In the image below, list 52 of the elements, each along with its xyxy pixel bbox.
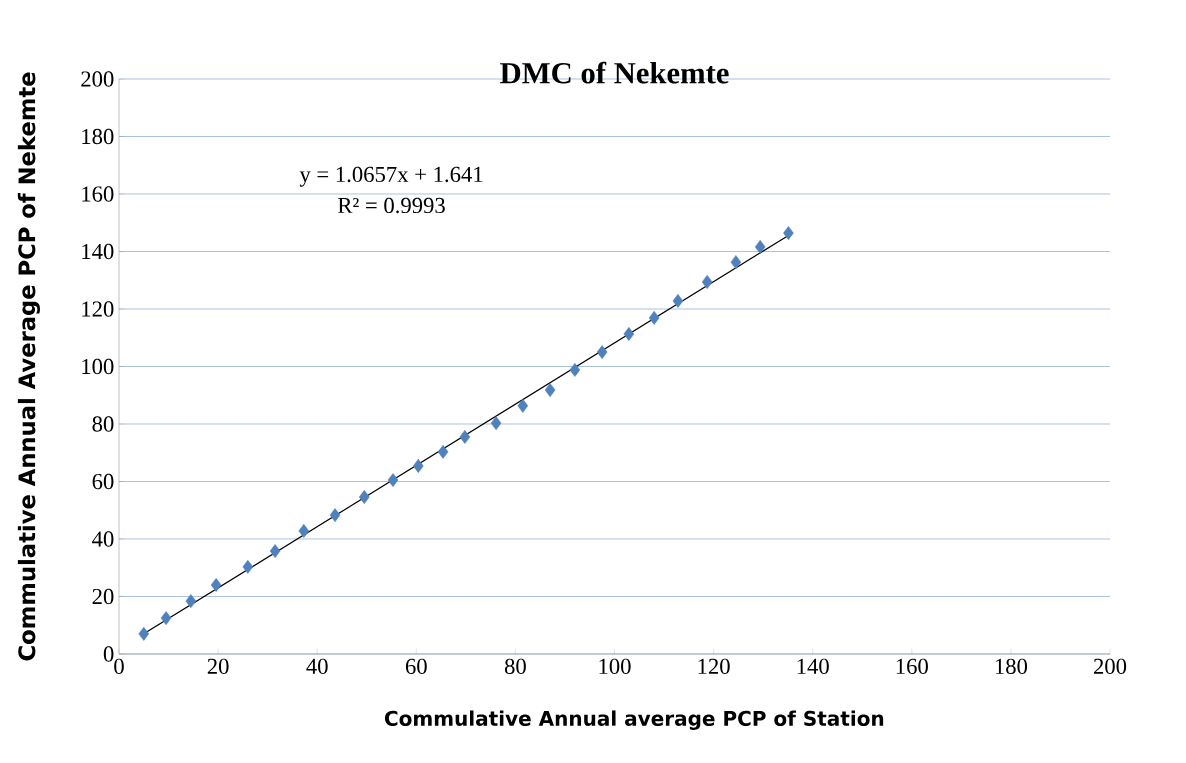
y-tick-label: 100 [82, 358, 114, 375]
x-tick-label: 80 [504, 658, 526, 674]
point [160, 611, 172, 625]
y-tick-label: 60 [92, 473, 114, 490]
point [269, 544, 281, 558]
x-tick-label: 120 [698, 658, 730, 674]
point [623, 327, 635, 341]
point [672, 294, 684, 308]
point [437, 444, 449, 459]
point [783, 226, 794, 241]
y-tick-label: 200 [81, 71, 114, 87]
y-tick-label: 120 [82, 301, 114, 317]
x-tick-label: 200 [1094, 658, 1127, 674]
point [490, 416, 502, 431]
point [544, 383, 556, 397]
point [459, 429, 471, 444]
y-tick-label: 180 [82, 128, 114, 145]
point [298, 524, 310, 538]
point [210, 578, 222, 592]
x-axis-title: Commulative Annual average PCP of Station [384, 710, 884, 730]
y-tick-label: 160 [82, 186, 114, 202]
x-tick-label: 100 [599, 658, 631, 674]
point [754, 239, 766, 254]
point [701, 275, 713, 289]
y-tick-label: 80 [92, 416, 114, 432]
point [138, 626, 150, 641]
x-tick-label: 160 [896, 658, 928, 674]
point [569, 363, 581, 377]
point [387, 473, 399, 487]
point [359, 490, 370, 504]
point [517, 398, 529, 413]
point [596, 345, 608, 360]
y-axis-title: Commulative Annual Average PCP of Nekemte [17, 72, 40, 661]
point [730, 255, 742, 270]
point [185, 594, 197, 609]
chart-title: DMC of Nekemte [500, 61, 729, 84]
point [242, 559, 254, 574]
y-tick-label: 0 [103, 646, 114, 662]
x-tick-label: 180 [995, 658, 1028, 674]
point [329, 508, 341, 523]
y-tick-label: 140 [82, 243, 114, 260]
y-tick-label: 40 [92, 531, 114, 547]
x-tick-label: 60 [405, 658, 427, 674]
annotation: y = 1.0657x + 1.641 [299, 166, 483, 187]
point [648, 310, 660, 325]
point [413, 459, 424, 473]
x-tick-label: 40 [306, 658, 328, 674]
x-tick-label: 0 [114, 658, 124, 674]
annotation: R² = 0.9993 [337, 197, 445, 214]
y-tick-label: 20 [92, 588, 114, 605]
x-tick-label: 140 [797, 658, 829, 674]
x-tick-label: 20 [207, 658, 229, 674]
